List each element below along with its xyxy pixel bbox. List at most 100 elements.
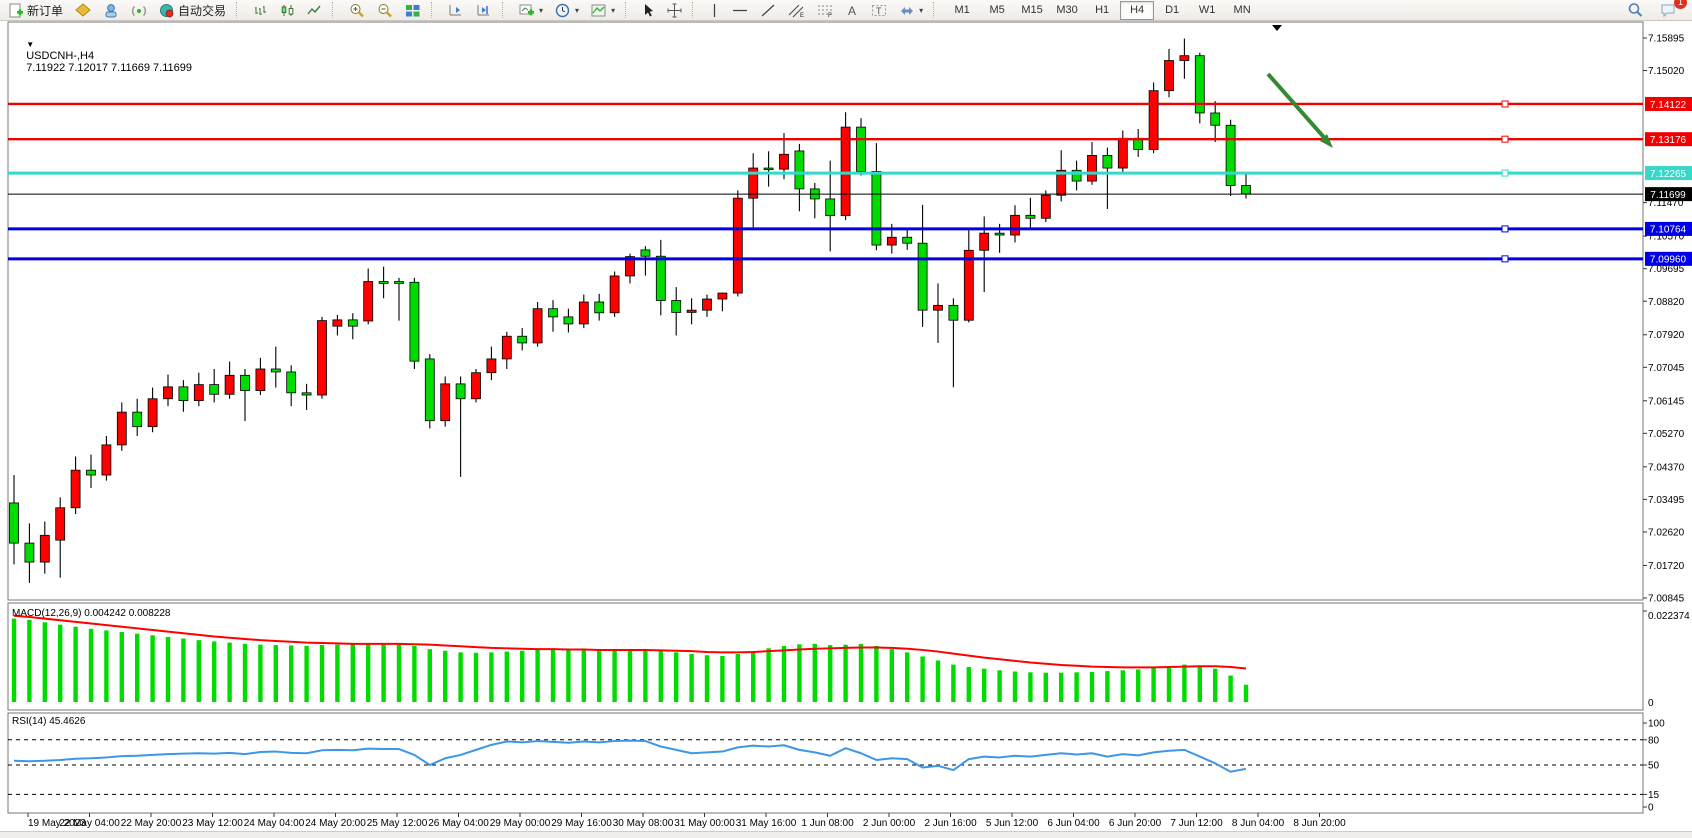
- candlestick-button[interactable]: [275, 0, 300, 21]
- trendline-button[interactable]: [755, 0, 781, 21]
- candle-body: [363, 281, 374, 322]
- candle-body: [317, 320, 327, 396]
- candle-body: [409, 281, 420, 362]
- candle-body: [517, 335, 528, 344]
- autotrade-icon: [160, 3, 174, 17]
- chart-canvas[interactable]: 7.15895 7.15020 7.11470 7.10570 7.09695 7.088…: [0, 21, 1692, 831]
- fibonacci-button[interactable]: F: [812, 0, 839, 21]
- macd-bar: [581, 650, 586, 702]
- candle-body: [1241, 185, 1251, 195]
- time-axis-label: 5 Jun 12:00: [986, 818, 1039, 829]
- candle-body: [1164, 60, 1174, 92]
- cursor-button[interactable]: [637, 0, 660, 21]
- timeframe-m15[interactable]: M15: [1021, 4, 1043, 16]
- channel-button[interactable]: E: [783, 0, 810, 21]
- candle-body: [178, 386, 189, 402]
- new-order-label: 新订单: [27, 3, 64, 18]
- text-button[interactable]: A: [841, 0, 864, 21]
- price-tick-label: 7.15895: [1648, 34, 1685, 45]
- line-handle[interactable]: [1501, 255, 1509, 263]
- toolbar-separator: [933, 2, 940, 18]
- rsi-axis-label: 50: [1648, 761, 1660, 772]
- price-tick-label: 7.10570: [1648, 232, 1685, 243]
- symbol-dropdown-icon[interactable]: ▼: [26, 40, 35, 49]
- zoom-in-button[interactable]: [344, 0, 370, 21]
- candle-body: [840, 126, 851, 217]
- macd-bar: [1059, 672, 1064, 702]
- expert-advisor-button[interactable]: [98, 0, 124, 21]
- macd-bar: [242, 643, 248, 702]
- candle-body: [1148, 90, 1159, 150]
- candlestick-icon: [281, 4, 294, 16]
- time-axis-label: 2 Jun 00:00: [863, 818, 916, 829]
- candle-body: [424, 358, 435, 422]
- macd-bar: [227, 642, 232, 702]
- bar-chart-icon: [255, 5, 267, 15]
- svg-text:T: T: [876, 6, 882, 16]
- timeframe-w1[interactable]: W1: [1198, 4, 1216, 16]
- candle-body: [209, 384, 220, 395]
- timeframe-h1[interactable]: H1: [1095, 4, 1110, 16]
- candle-body: [1040, 194, 1051, 219]
- price-tick-label: 7.11470: [1648, 198, 1684, 209]
- candle-body: [240, 374, 250, 391]
- macd-bar: [212, 641, 217, 702]
- timeframe-m5[interactable]: M5: [989, 4, 1005, 16]
- timeframe-mn[interactable]: MN: [1233, 4, 1251, 16]
- macd-bar: [366, 643, 371, 702]
- timeframe-m30[interactable]: M30: [1056, 4, 1078, 16]
- search-button[interactable]: [1622, 0, 1649, 21]
- line-handle[interactable]: [1501, 100, 1509, 108]
- period-button[interactable]: ▾: [550, 0, 584, 21]
- scroll-marker-icon[interactable]: [1272, 25, 1282, 31]
- macd-bar: [797, 644, 802, 702]
- tile-windows-button[interactable]: [400, 0, 426, 21]
- window-bottom-strip: [0, 831, 1692, 838]
- macd-bar: [427, 649, 432, 702]
- trend-arrow[interactable]: [1266, 72, 1331, 145]
- candle-body: [1179, 55, 1190, 61]
- autoscroll-button[interactable]: [443, 0, 469, 21]
- candles-layer: [9, 38, 1251, 583]
- line-chart-icon: [307, 5, 321, 14]
- shapes-button[interactable]: ▾: [894, 0, 928, 21]
- signals-button[interactable]: [126, 0, 152, 21]
- cursor-icon: [645, 3, 654, 16]
- horizontal-line-button[interactable]: [727, 0, 753, 21]
- macd-bar: [165, 636, 171, 702]
- bar-chart-button[interactable]: [248, 0, 273, 21]
- vertical-line-button[interactable]: [704, 0, 725, 21]
- text-label-button[interactable]: T: [866, 0, 892, 21]
- chart-shift-button[interactable]: [471, 0, 497, 21]
- line-handle[interactable]: [1501, 169, 1509, 177]
- line-handle[interactable]: [1501, 225, 1509, 233]
- timeframe-h4[interactable]: H4: [1120, 0, 1155, 20]
- new-order-button[interactable]: 新订单: [4, 0, 68, 21]
- candle-body: [1117, 137, 1128, 169]
- candle-body: [486, 358, 497, 374]
- candle-body: [147, 398, 158, 428]
- notifications-button[interactable]: 1: [1655, 0, 1687, 21]
- line-chart-button[interactable]: [302, 0, 327, 21]
- candle-body: [655, 255, 666, 301]
- crosshair-button[interactable]: [662, 0, 687, 21]
- timeframe-m1[interactable]: M1: [954, 4, 970, 16]
- new-chart-button[interactable]: ▾: [514, 0, 548, 21]
- channel-icon: E: [788, 4, 804, 18]
- market-button[interactable]: [70, 0, 96, 21]
- chat-icon: [1661, 4, 1675, 18]
- candle-body: [979, 232, 990, 251]
- autotrade-button[interactable]: 自动交易: [154, 0, 231, 21]
- macd-bar: [1197, 665, 1202, 702]
- macd-bar: [905, 652, 910, 702]
- time-axis-label: 30 May 08:00: [613, 818, 674, 829]
- price-chip-label: 7.14122: [1650, 100, 1687, 111]
- timeframe-d1[interactable]: D1: [1165, 4, 1180, 16]
- time-axis-label: 31 May 00:00: [674, 818, 735, 829]
- macd-bar: [1151, 667, 1156, 702]
- indicators-button[interactable]: ▾: [586, 0, 620, 21]
- chart-window[interactable]: 7.15895 7.15020 7.11470 7.10570 7.09695 7.088…: [0, 21, 1692, 831]
- line-handle[interactable]: [1501, 135, 1509, 143]
- zoom-out-button[interactable]: [372, 0, 398, 21]
- time-axis-label: 6 Jun 20:00: [1109, 818, 1162, 829]
